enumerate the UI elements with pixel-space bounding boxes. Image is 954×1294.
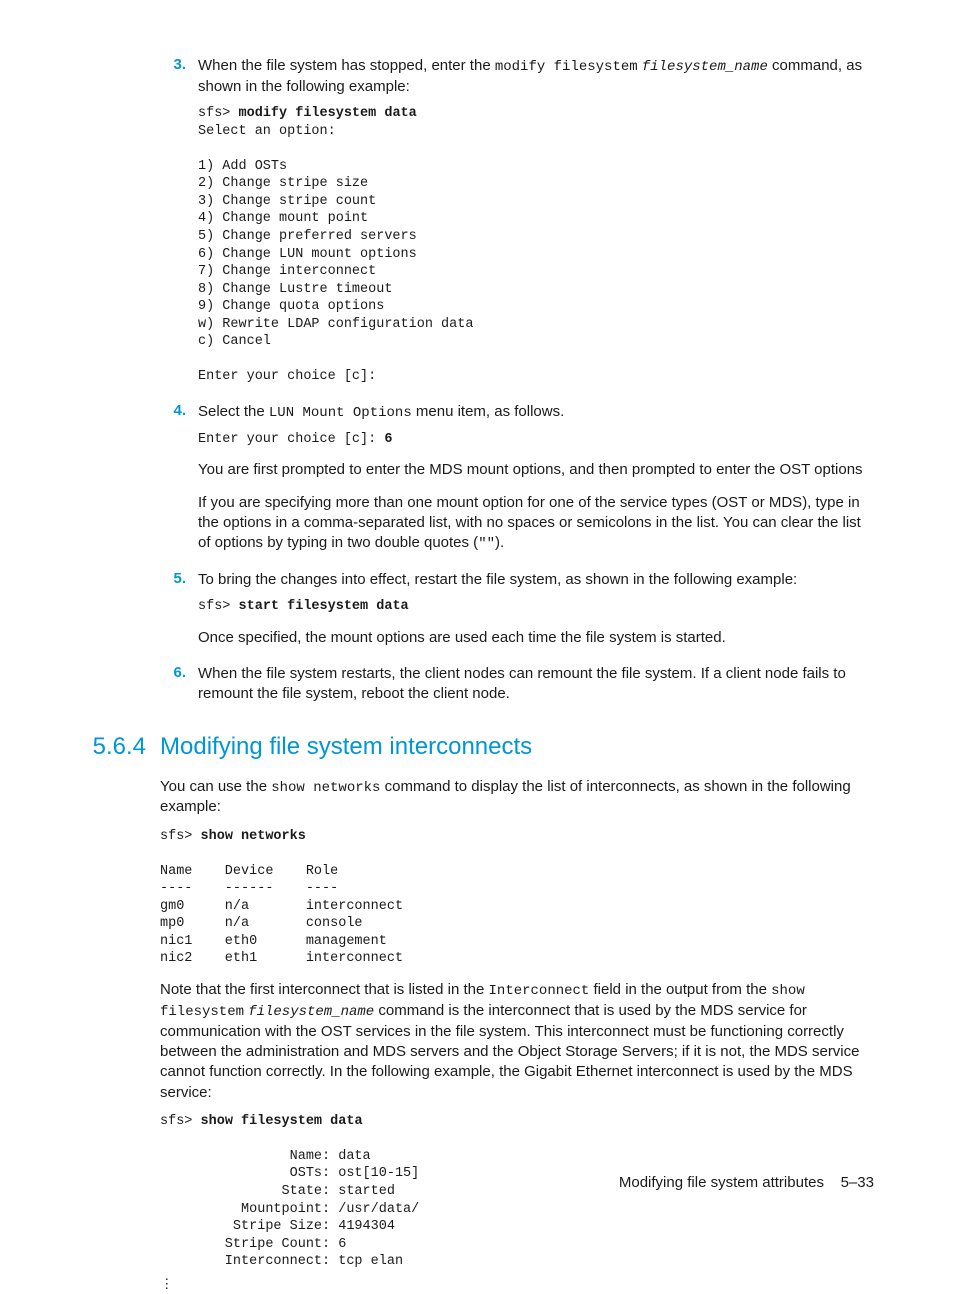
menu-item: LUN Mount Options [269,405,412,421]
output: Name Device Role ---- ------ ---- gm0 n/… [160,864,403,967]
input: 6 [384,432,392,447]
output: Select an option: 1) Add OSTs 2) Change … [198,124,473,385]
page-footer: Modifying file system attributes 5–33 [619,1174,874,1191]
text: When the file system restarts, the clien… [198,665,846,702]
step-5: 5. To bring the changes into effect, res… [160,570,874,660]
paragraph: You are first prompted to enter the MDS … [198,460,874,480]
prompt-text: Enter your choice [c]: [198,432,384,447]
text: ). [495,534,504,551]
step-number: 3. [160,56,198,398]
ellipsis: ⋮ [160,1277,874,1294]
code-block: sfs> show filesystem data Name: data OST… [160,1113,874,1271]
code-block: sfs> show networks Name Device Role ----… [160,828,874,968]
step-number: 5. [160,570,198,660]
command: show networks [201,829,306,844]
prompt: sfs> [198,599,239,614]
step-number: 4. [160,402,198,566]
step-number: 6. [160,664,198,705]
command-arg: filesystem_name [248,1004,374,1020]
command-text: modify filesystem [495,59,638,75]
code-block: Enter your choice [c]: 6 [198,431,874,449]
step-body: To bring the changes into effect, restar… [198,570,874,660]
command-text: show networks [271,780,380,796]
page-number: 5–33 [841,1174,874,1191]
literal: "" [478,536,495,552]
text: To bring the changes into effect, restar… [198,571,797,588]
step-4: 4. Select the LUN Mount Options menu ite… [160,402,874,566]
command: modify filesystem data [239,106,417,121]
output: Name: data OSTs: ost[10-15] State: start… [160,1149,419,1269]
paragraph: If you are specifying more than one moun… [198,493,874,554]
step-body: When the file system has stopped, enter … [198,56,874,398]
text: menu item, as follows. [412,403,565,420]
step-body: Select the LUN Mount Options menu item, … [198,402,874,566]
code-block: sfs> modify filesystem data Select an op… [198,105,874,386]
paragraph: You can use the show networks command to… [160,777,874,818]
paragraph: Note that the first interconnect that is… [160,980,874,1103]
footer-label: Modifying file system attributes [619,1174,824,1191]
text: You can use the [160,778,271,795]
code-block: sfs> start filesystem data [198,598,874,616]
text: field in the output from the [589,981,771,998]
step-body: When the file system restarts, the clien… [198,664,874,705]
section-title: Modifying file system interconnects [160,733,532,761]
text: When the file system has stopped, enter … [198,57,495,74]
text: Select the [198,403,269,420]
prompt: sfs> [160,829,201,844]
paragraph: Once specified, the mount options are us… [198,628,874,648]
text: Note that the first interconnect that is… [160,981,489,998]
command: start filesystem data [239,599,409,614]
text: If you are specifying more than one moun… [198,494,861,552]
section-564: 5.6.4 Modifying file system interconnect… [160,733,874,1294]
step-3: 3. When the file system has stopped, ent… [160,56,874,398]
section-heading: 5.6.4 Modifying file system interconnect… [160,733,874,761]
command-arg: filesystem_name [642,59,768,75]
section-number: 5.6.4 [80,733,146,761]
ordered-steps: 3. When the file system has stopped, ent… [160,56,874,705]
command: show filesystem data [201,1114,363,1129]
step-6: 6. When the file system restarts, the cl… [160,664,874,705]
prompt: sfs> [198,106,239,121]
prompt: sfs> [160,1114,201,1129]
field-name: Interconnect [489,983,590,999]
